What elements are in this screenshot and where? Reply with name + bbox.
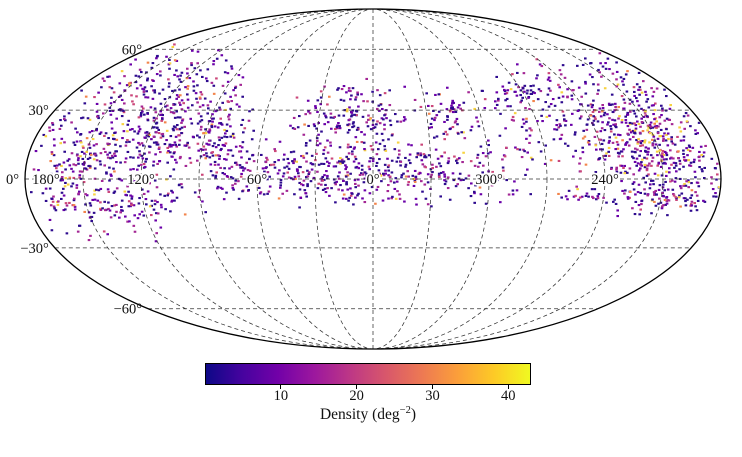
colorbar-tick-label: 30: [425, 388, 440, 404]
colorbar-tick: [280, 385, 282, 389]
latitude-label: 0°: [6, 172, 19, 188]
map-outline: [24, 8, 722, 350]
latitude-label: −30°: [20, 241, 49, 257]
longitude-label: 240°: [591, 172, 619, 188]
density-points: [30, 43, 720, 243]
longitude-label: 0°: [366, 172, 379, 188]
colorbar-tick-label: 10: [273, 388, 289, 404]
colorbar: 10 20 30 40 Density (deg−2): [205, 363, 531, 433]
latitude-label: −60°: [114, 302, 143, 318]
longitude-label: 300°: [475, 172, 503, 188]
latitude-label: 60°: [122, 42, 143, 58]
colorbar-tick: [507, 385, 509, 389]
longitude-label: 180°: [32, 172, 60, 188]
colorbar-tick-label: 20: [349, 388, 364, 404]
longitude-label: 60°: [247, 172, 268, 188]
latitude-label: 30°: [29, 103, 50, 119]
colorbar-gradient: [205, 363, 531, 385]
colorbar-tick-label: 40: [501, 388, 516, 404]
colorbar-label-prefix: Density (deg: [319, 406, 400, 424]
colorbar-label: Density (deg−2): [205, 405, 531, 424]
colorbar-tick: [431, 385, 433, 389]
longitude-label: 120°: [127, 172, 155, 188]
colorbar-label-exponent: −2: [399, 405, 411, 416]
colorbar-tick: [356, 385, 358, 389]
colorbar-label-suffix: ): [410, 406, 417, 424]
